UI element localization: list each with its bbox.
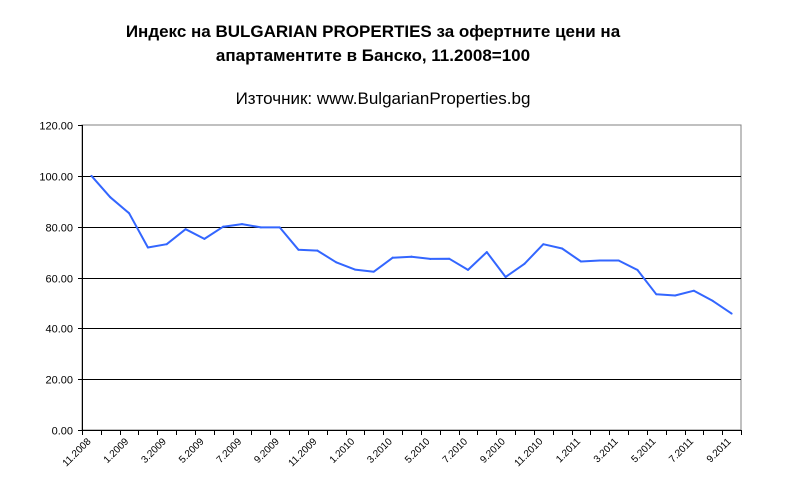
y-tick-label: 0.00 [52, 426, 73, 438]
y-tick-label: 120.00 [39, 121, 73, 133]
data-point [485, 251, 488, 254]
data-point [203, 237, 206, 240]
x-tick-label: 1.2011 [554, 436, 583, 465]
chart-title-line-1: Индекс на BULGARIAN PROPERTIES за офертн… [125, 22, 621, 41]
x-tick-label: 5.2009 [177, 436, 207, 466]
data-point [109, 196, 112, 199]
data-point [636, 268, 639, 271]
x-tick-label: 11.2010 [513, 436, 546, 469]
data-point [372, 270, 375, 273]
data-point [165, 243, 168, 246]
x-tick-label: 7.2009 [215, 436, 245, 466]
y-tick-label: 80.00 [45, 223, 73, 235]
data-point [542, 243, 545, 246]
x-tick-label: 9.2011 [705, 436, 734, 465]
data-point [466, 268, 469, 271]
data-point [504, 275, 507, 278]
data-point [222, 225, 225, 228]
data-point [730, 312, 733, 315]
data-point [184, 228, 187, 231]
x-tick-label: 5.2010 [403, 436, 433, 466]
data-point [523, 262, 526, 265]
data-point [316, 249, 319, 252]
data-point [410, 255, 413, 258]
data-point [335, 261, 338, 264]
data-point [561, 247, 564, 250]
data-point [391, 256, 394, 259]
data-point [278, 226, 281, 229]
x-tick-label: 3.2009 [139, 436, 169, 466]
data-point [259, 226, 262, 229]
x-tick-label: 1.2010 [328, 436, 358, 466]
data-point [448, 257, 451, 260]
data-point [598, 259, 601, 262]
data-point [429, 257, 432, 260]
chart-subtitle: Източник: www.BulgarianProperties.bg [235, 89, 531, 108]
y-tick-label: 20.00 [45, 375, 73, 387]
data-point [146, 246, 149, 249]
y-tick-label: 60.00 [45, 274, 73, 286]
x-tick-label: 1.2009 [102, 436, 132, 466]
data-point [711, 299, 714, 302]
x-tick-label: 9.2010 [478, 436, 508, 466]
x-tick-label: 9.2009 [252, 436, 282, 466]
data-point [617, 259, 620, 262]
x-tick-label: 7.2010 [441, 436, 471, 466]
data-point [674, 294, 677, 297]
x-tick-label: 3.2010 [365, 436, 395, 466]
x-tick-label: 11.2009 [287, 436, 320, 469]
x-tick-label: 5.2011 [630, 436, 659, 465]
data-point [297, 248, 300, 251]
x-tick-label: 3.2011 [592, 436, 621, 465]
data-point [241, 223, 244, 226]
data-point [579, 260, 582, 263]
x-tick-label: 7.2011 [667, 436, 696, 465]
y-tick-label: 40.00 [45, 324, 73, 336]
data-point [128, 212, 131, 215]
y-tick-label: 100.00 [39, 172, 73, 184]
x-tick-label: 11.2008 [61, 436, 94, 469]
data-point [655, 293, 658, 296]
data-point [692, 289, 695, 292]
chart-title-line-2: апартаментите в Банско, 11.2008=100 [215, 46, 531, 65]
data-point [354, 268, 357, 271]
data-point [90, 174, 93, 177]
